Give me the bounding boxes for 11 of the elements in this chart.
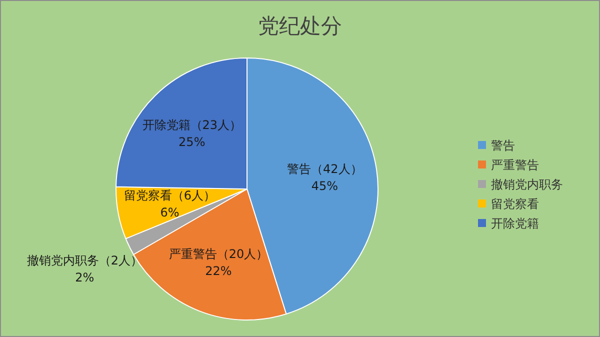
legend-label: 警告 xyxy=(491,138,515,152)
data-label: 开除党籍（23人） 25% xyxy=(142,118,242,149)
legend-label: 严重警告 xyxy=(491,158,539,172)
legend-label: 留党察看 xyxy=(491,197,539,211)
data-label: 严重警告（20人） 22% xyxy=(168,247,268,278)
chart-title: 党纪处分 xyxy=(258,14,342,38)
data-label: 留党察看（6人） 6% xyxy=(124,188,216,220)
legend-label: 撤销党内职务 xyxy=(491,178,563,192)
legend-label: 开除党籍 xyxy=(491,216,539,230)
data-label: 警告（42人） 45% xyxy=(287,162,362,194)
data-label: 撤销党内职务（2人） 2% xyxy=(26,254,143,285)
